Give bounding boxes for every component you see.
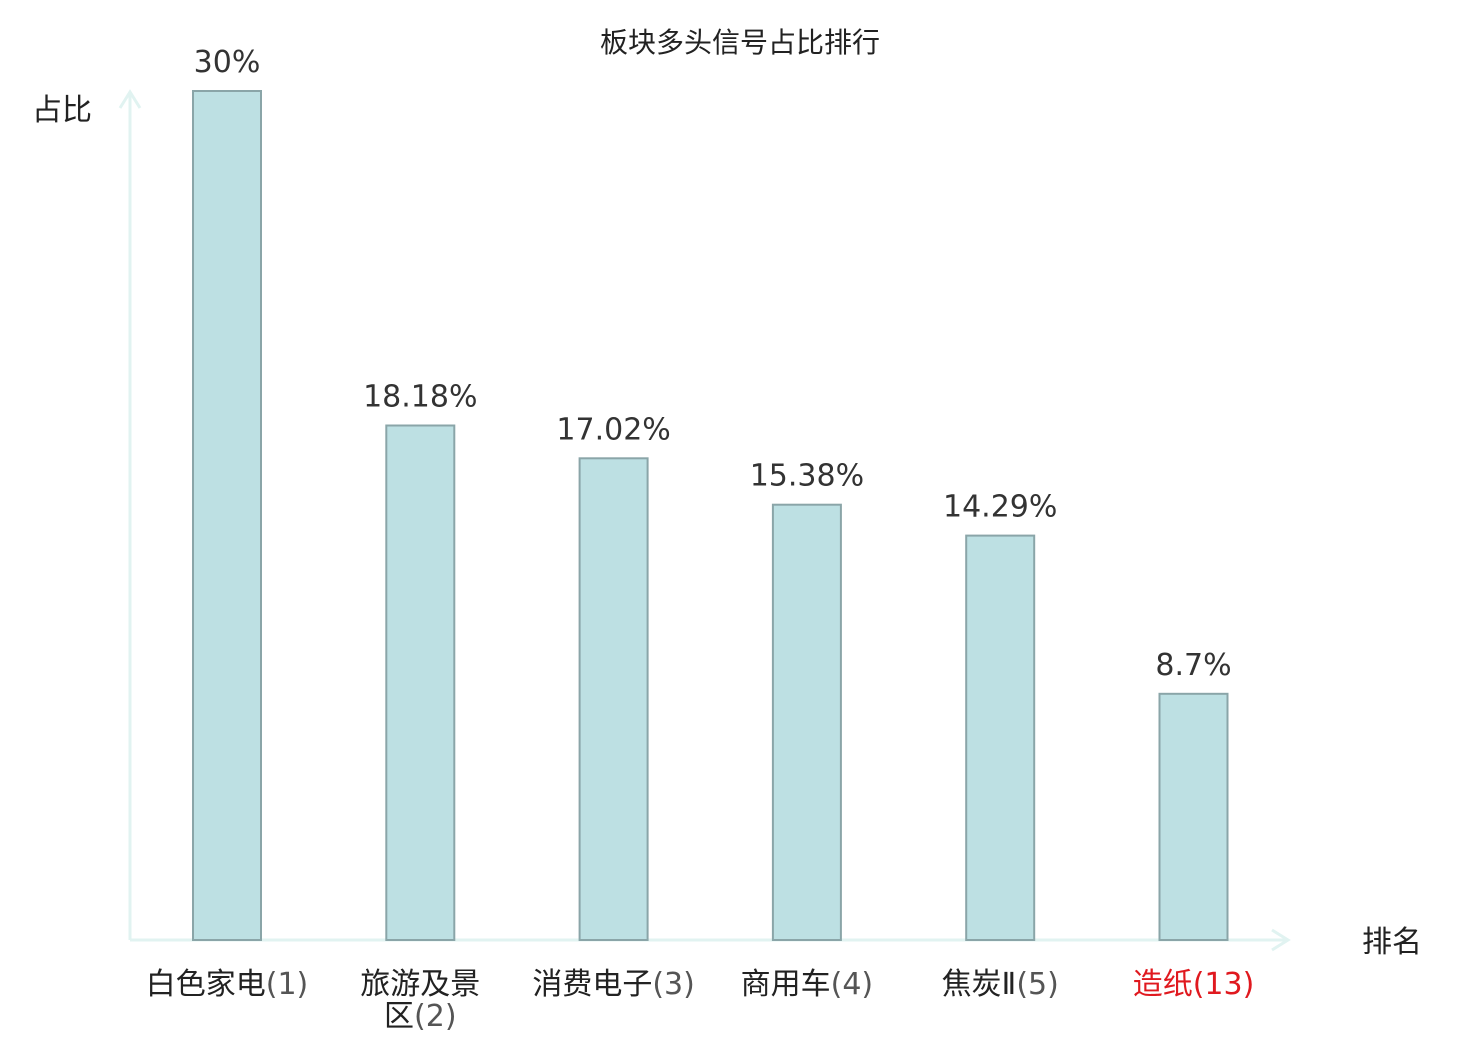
- x-tick-name: 区: [384, 999, 414, 1034]
- bar: [192, 90, 262, 941]
- category-labels-group: 白色家电(1) 旅游及景区(2) 消费电子(3) 商用车(4) 焦炭Ⅱ(5) 造纸(13): [146, 967, 1255, 1034]
- x-tick-label: 商用车(4): [741, 967, 874, 1002]
- x-tick-label: 白色家电(1): [146, 967, 309, 1002]
- x-tick-label: 焦炭Ⅱ(5): [942, 967, 1059, 1002]
- x-tick-rank: (2): [414, 999, 457, 1034]
- x-tick-rank: (13): [1193, 967, 1255, 1002]
- bar: [385, 424, 456, 941]
- value-labels-group: 30% 18.18% 17.02% 15.38% 14.29% 8.7%: [194, 45, 1232, 683]
- axes: [118, 89, 1291, 952]
- x-tick-rank: (1): [266, 967, 309, 1002]
- data-label: 17.02%: [556, 412, 670, 447]
- data-label: 8.7%: [1155, 648, 1231, 683]
- x-tick-name: 白色家电: [146, 967, 266, 1002]
- bar: [771, 503, 842, 941]
- x-tick-rank: (3): [652, 967, 695, 1002]
- x-tick-rank: (4): [831, 967, 874, 1002]
- data-label: 30%: [194, 45, 261, 80]
- x-tick-name: 消费电子: [532, 967, 652, 1002]
- bars-group: [192, 90, 1229, 941]
- x-tick-name: 焦炭Ⅱ: [942, 967, 1017, 1002]
- x-axis-label: 排名: [1362, 925, 1422, 960]
- bar: [578, 457, 649, 941]
- x-tick-label: 旅游及景区(2): [360, 967, 480, 1034]
- x-axis-arrow: [1271, 928, 1291, 952]
- bar: [1158, 692, 1229, 941]
- x-tick-label: 造纸(13): [1133, 967, 1255, 1002]
- x-tick-name: 造纸: [1133, 967, 1193, 1002]
- y-axis-arrow: [118, 89, 142, 109]
- data-label: 15.38%: [750, 459, 864, 494]
- x-tick-name: 商用车: [741, 967, 831, 1002]
- x-tick-name: 旅游及景: [360, 967, 480, 1002]
- data-label: 14.29%: [943, 490, 1057, 525]
- data-label: 18.18%: [363, 380, 477, 415]
- bar: [965, 534, 1036, 941]
- x-tick-label: 消费电子(3): [532, 967, 695, 1002]
- chart-title: 板块多头信号占比排行: [600, 26, 880, 59]
- x-tick-rank: (5): [1016, 967, 1058, 1002]
- y-axis-label: 占比: [32, 93, 92, 128]
